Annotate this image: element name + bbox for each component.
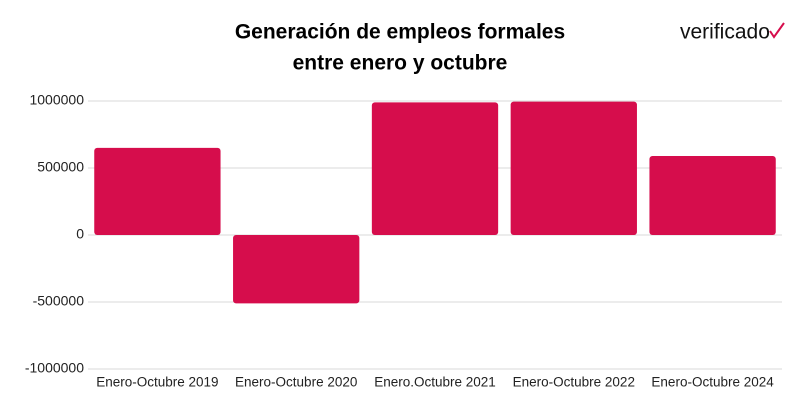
bar bbox=[371, 102, 499, 235]
bar bbox=[233, 235, 360, 304]
x-tick-label: Enero-Octubre 2022 bbox=[513, 375, 635, 390]
bar bbox=[649, 155, 776, 235]
y-tick-label: -1000000 bbox=[25, 360, 84, 376]
y-tick-label: 1000000 bbox=[29, 92, 84, 108]
bar bbox=[94, 147, 221, 235]
brand-text: verificado bbox=[680, 21, 770, 44]
brand-check bbox=[769, 22, 785, 39]
x-tick-label: Enero-Octubre 2024 bbox=[651, 375, 774, 390]
x-tick-label: Enero-Octubre 2019 bbox=[96, 375, 218, 390]
chart-title: Generación de empleos formales bbox=[235, 21, 565, 44]
x-tick-label: Enero.Octubre 2021 bbox=[374, 375, 496, 390]
x-tick-label: Enero-Octubre 2020 bbox=[235, 375, 357, 390]
y-tick-label: 0 bbox=[76, 226, 84, 242]
chart-title: entre enero y octubre bbox=[293, 52, 508, 75]
bar bbox=[510, 101, 637, 235]
brand-logo: verificado bbox=[680, 21, 785, 44]
y-tick-label: 500000 bbox=[37, 159, 84, 175]
y-tick-label: -500000 bbox=[33, 293, 85, 309]
